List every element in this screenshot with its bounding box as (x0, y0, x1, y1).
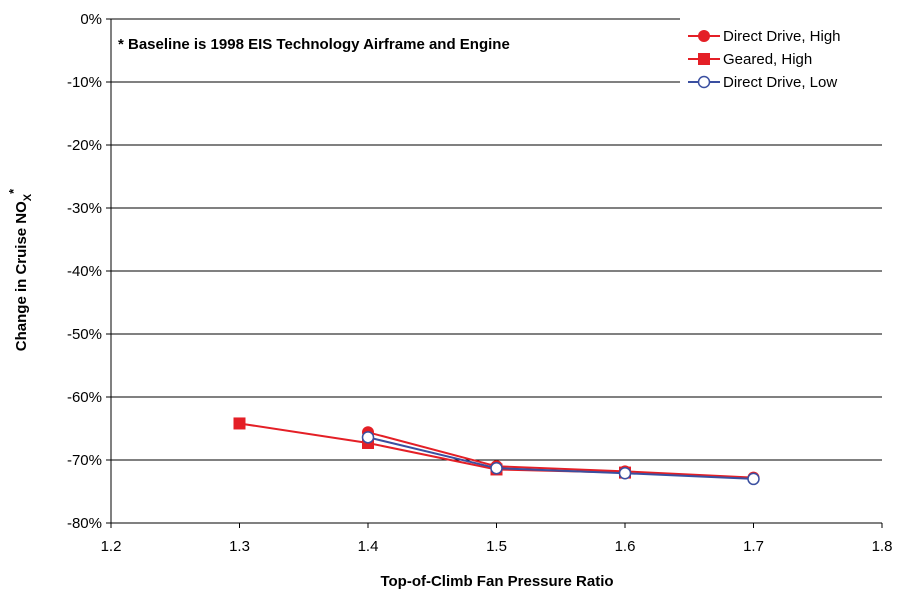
legend-label: Direct Drive, Low (723, 74, 837, 91)
data-point (233, 417, 246, 430)
legend-label: Geared, High (723, 51, 812, 68)
x-tick-label: 1.2 (101, 538, 122, 555)
series-line (367, 436, 754, 480)
data-series (233, 417, 760, 486)
legend: Direct Drive, High Geared, High Direct Dri… (688, 28, 841, 91)
legend-marker (698, 53, 710, 65)
legend-item: Direct Drive, Low (688, 74, 837, 91)
data-point (490, 461, 503, 475)
y-tick-label: -10% (67, 74, 102, 91)
x-tick-label: 1.4 (358, 538, 379, 555)
legend-item: Geared, High (688, 51, 812, 68)
legend-marker (697, 75, 711, 89)
x-axis-title: Top-of-Climb Fan Pressure Ratio (380, 573, 613, 590)
legend-label: Direct Drive, High (723, 28, 841, 45)
y-tick-label: 0% (80, 11, 102, 28)
y-tick-label: -70% (67, 452, 102, 469)
axes (106, 18, 883, 528)
series-line (239, 422, 626, 474)
y-axis-title-main: Change in Cruise NO (13, 201, 30, 351)
x-tick-label: 1.7 (743, 538, 764, 555)
data-point (361, 431, 375, 444)
y-axis-title: Change in Cruise NOX* (6, 188, 34, 351)
grid-lines (111, 18, 882, 461)
data-point (747, 472, 760, 486)
y-axis-title-superscript: * (6, 188, 21, 194)
x-tick-label: 1.6 (615, 538, 636, 555)
y-tick-label: -60% (67, 389, 102, 406)
series-line (367, 431, 754, 479)
y-axis-title-text: Change in Cruise NOX* (6, 188, 34, 351)
y-tick-label: -40% (67, 263, 102, 280)
x-tick-label: 1.8 (872, 538, 893, 555)
x-tick-label: 1.5 (486, 538, 507, 555)
y-tick-label: -80% (67, 515, 102, 532)
series-markers-2 (361, 431, 760, 486)
x-tick-label: 1.3 (229, 538, 250, 555)
legend-marker (698, 30, 710, 42)
legend-item: Direct Drive, High (688, 28, 841, 45)
data-point (618, 466, 632, 480)
y-axis-title-subscript: X (22, 193, 34, 201)
y-tick-label: -30% (67, 200, 102, 217)
y-tick-label: -50% (67, 326, 102, 343)
series-0 (367, 431, 754, 479)
baseline-annotation: * Baseline is 1998 EIS Technology Airfra… (118, 36, 510, 53)
series-2 (367, 436, 754, 480)
series-1 (239, 422, 626, 474)
y-tick-label: -20% (67, 137, 102, 154)
tick-labels: 0% -10% -20% -30% -40% -50% -60% -70% -80% 1.2 1.3… (67, 11, 892, 555)
